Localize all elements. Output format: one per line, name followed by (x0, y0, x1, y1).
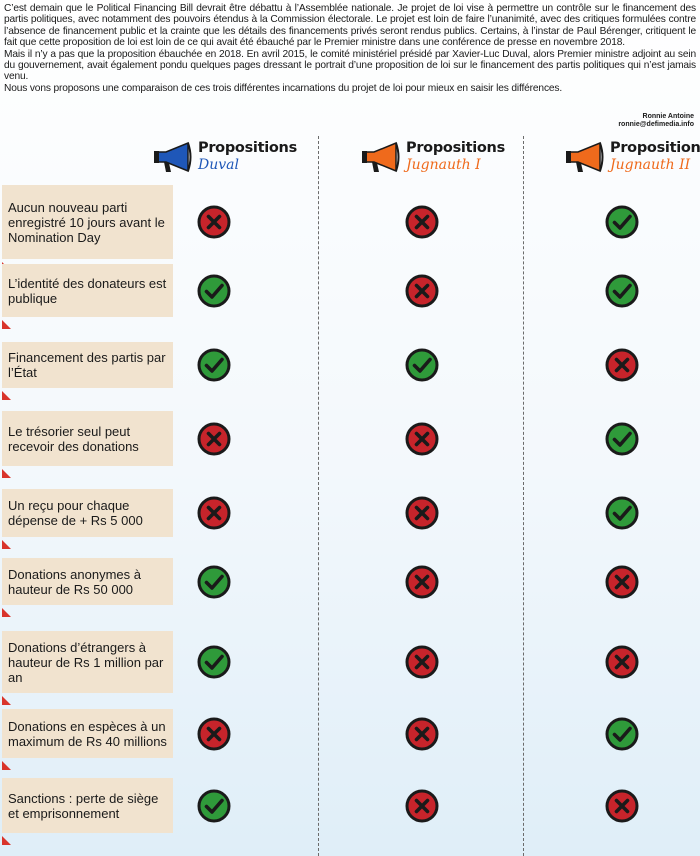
column-subtitle: Duval (198, 157, 239, 173)
cross-icon (197, 422, 231, 456)
check-icon (197, 274, 231, 308)
check-icon (605, 496, 639, 530)
check-icon (605, 422, 639, 456)
corner-marker (2, 469, 11, 478)
row-label: Donations anonymes à hauteur de Rs 50 00… (2, 558, 173, 605)
column-title: Propositions (198, 140, 297, 156)
cross-icon (405, 717, 439, 751)
row-label: Donations d’étrangers à hauteur de Rs 1 … (2, 631, 173, 693)
cross-icon (405, 789, 439, 823)
cross-icon (405, 565, 439, 599)
check-icon (197, 789, 231, 823)
intro-text: C’est demain que le Political Financing … (4, 3, 696, 94)
intro-paragraph: Mais il n’y a pas que la proposition éba… (4, 48, 696, 83)
author-name: Ronnie Antoine (642, 113, 694, 120)
megaphone-icon (154, 141, 192, 173)
row-label: L’identité des donateurs est publique (2, 264, 173, 317)
corner-marker (2, 320, 11, 329)
cross-icon (197, 717, 231, 751)
check-icon (197, 565, 231, 599)
intro-paragraph: Nous vons proposons une comparaison de c… (4, 82, 563, 94)
cross-icon (405, 205, 439, 239)
column-header-duval: Propositions Duval (152, 136, 297, 178)
intro-paragraph: C’est demain que le Political Financing … (4, 3, 696, 49)
megaphone-icon (566, 141, 604, 173)
cross-icon (605, 789, 639, 823)
corner-marker (2, 391, 11, 400)
check-icon (197, 348, 231, 382)
column-header-jugnauth-2: Propositions Jugnauth II (564, 136, 700, 178)
row-label: Le trésorier seul peut recevoir des dona… (2, 411, 173, 466)
column-header-jugnauth-1: Propositions Jugnauth I (360, 136, 505, 178)
column-title: Propositions (406, 140, 505, 156)
check-icon (197, 645, 231, 679)
cross-icon (405, 422, 439, 456)
author-email: ronnie@defimedia.info (618, 121, 694, 128)
column-title: Propositions (610, 140, 700, 156)
column-divider (523, 136, 524, 856)
corner-marker (2, 761, 11, 770)
megaphone-icon (362, 141, 400, 173)
row-label: Aucun nouveau parti enregistré 10 jours … (2, 185, 173, 259)
column-divider (318, 136, 319, 856)
cross-icon (405, 274, 439, 308)
corner-marker (2, 836, 11, 845)
corner-marker (2, 540, 11, 549)
row-label: Donations en espèces à un maximum de Rs … (2, 709, 173, 758)
check-icon (605, 205, 639, 239)
column-subtitle: Jugnauth I (406, 157, 481, 173)
check-icon (605, 717, 639, 751)
author-credit: Ronnie Antoine ronnie@defimedia.info (618, 113, 694, 129)
cross-icon (405, 645, 439, 679)
check-icon (605, 274, 639, 308)
corner-marker (2, 608, 11, 617)
column-subtitle: Jugnauth II (610, 157, 691, 173)
cross-icon (605, 645, 639, 679)
cross-icon (605, 348, 639, 382)
row-label: Un reçu pour chaque dépense de + Rs 5 00… (2, 489, 173, 537)
corner-marker (2, 696, 11, 705)
cross-icon (197, 496, 231, 530)
check-icon (405, 348, 439, 382)
row-label: Sanctions : perte de siège et emprisonne… (2, 778, 173, 833)
cross-icon (605, 565, 639, 599)
cross-icon (197, 205, 231, 239)
row-label: Financement des partis par l’État (2, 342, 173, 388)
cross-icon (405, 496, 439, 530)
